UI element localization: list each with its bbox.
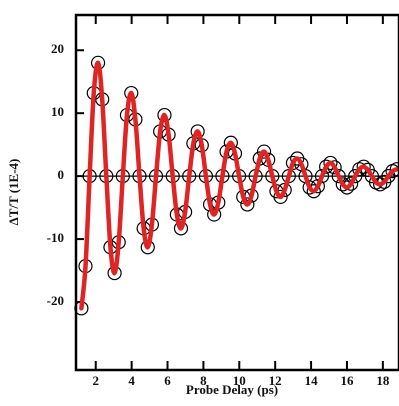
y-tick-label: 20 bbox=[51, 41, 64, 56]
x-tick-label: 8 bbox=[200, 373, 207, 388]
y-tick-label: -10 bbox=[47, 230, 64, 245]
data-point bbox=[157, 107, 172, 123]
x-tick-label: 16 bbox=[340, 373, 354, 388]
x-tick-label: 10 bbox=[233, 373, 246, 388]
y-tick-label: 0 bbox=[58, 167, 65, 182]
data-point bbox=[314, 169, 330, 184]
data-point bbox=[356, 159, 371, 174]
x-axis-label: Probe Delay (ps) bbox=[186, 382, 278, 397]
x-tick-label: 14 bbox=[305, 373, 319, 388]
x-tick-label: 6 bbox=[164, 373, 171, 388]
data-point bbox=[223, 135, 238, 150]
fit-line bbox=[79, 60, 399, 311]
data-point bbox=[306, 184, 321, 199]
x-tick-label: 12 bbox=[269, 373, 282, 388]
data-point bbox=[381, 169, 396, 184]
data-point bbox=[273, 189, 288, 205]
y-axis-label: ΔT/T (1E-4) bbox=[6, 159, 21, 226]
x-tick-label: 2 bbox=[92, 373, 99, 388]
plot-frame bbox=[74, 13, 399, 372]
data-point bbox=[256, 144, 272, 159]
data-point bbox=[331, 169, 346, 184]
y-tick-label: 10 bbox=[51, 104, 64, 119]
data-point bbox=[190, 124, 205, 139]
data-point bbox=[348, 169, 363, 184]
x-tick-label: 4 bbox=[128, 373, 135, 388]
y-tick-label: -20 bbox=[47, 293, 64, 308]
data-point bbox=[240, 197, 255, 212]
data-point bbox=[339, 180, 355, 195]
x-tick-label: 18 bbox=[376, 373, 390, 388]
data-point bbox=[373, 177, 388, 192]
data-point bbox=[389, 162, 399, 177]
data-point bbox=[173, 221, 189, 236]
data-point bbox=[323, 155, 338, 171]
